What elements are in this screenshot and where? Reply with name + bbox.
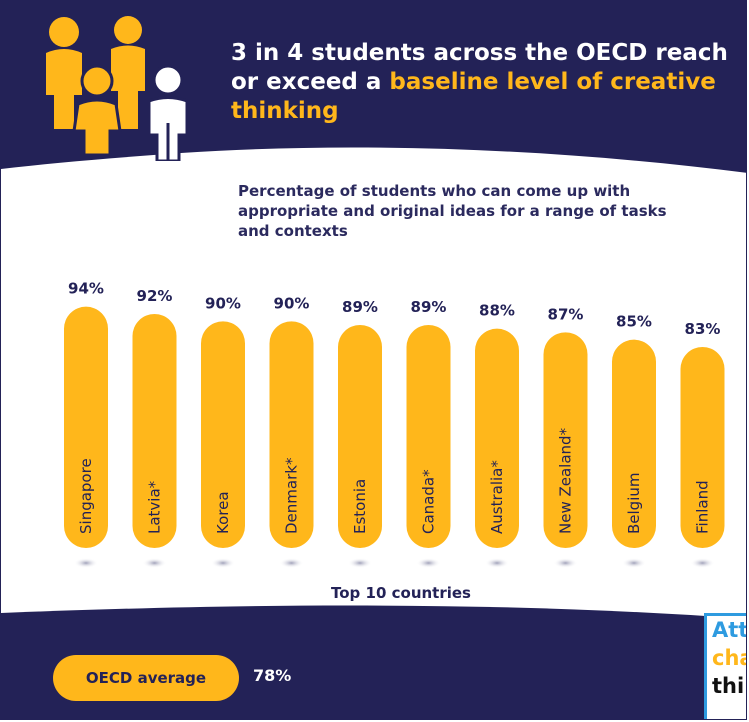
chart-section-title: Top 10 countries xyxy=(331,584,471,602)
bar-shadow xyxy=(485,558,509,568)
bar xyxy=(680,347,725,548)
headline-highlight: baseline level of creative thinking xyxy=(231,69,716,124)
bar-value-label: 83% xyxy=(685,320,721,338)
headline: 3 in 4 students across the OECD reach or… xyxy=(231,39,741,126)
bar-shadow xyxy=(348,558,372,568)
bar-shadow xyxy=(74,558,98,568)
bar-category-label: Estonia xyxy=(351,479,369,534)
bar-value-label: 92% xyxy=(137,287,173,305)
bar xyxy=(201,321,245,548)
bar-shadow xyxy=(690,558,715,568)
bar-value-label: 89% xyxy=(342,298,378,316)
bar-category-label: Latvia* xyxy=(146,480,164,534)
bar-category-label: Korea xyxy=(214,491,232,534)
bar-category-label: New Zealand* xyxy=(557,427,575,534)
bar-shadow xyxy=(622,558,646,568)
bar-value-label: 87% xyxy=(548,305,584,323)
callout-line-3: thi xyxy=(712,674,745,698)
bar-shadow xyxy=(211,558,235,568)
bar-value-label: 90% xyxy=(274,294,310,312)
chart-subtitle: Percentage of students who can come up w… xyxy=(238,182,667,240)
oecd-average-value: 78% xyxy=(253,666,292,685)
bar-value-label: 90% xyxy=(205,294,241,312)
bar xyxy=(269,321,314,548)
headline-text: 3 in 4 students across the OECD reach or… xyxy=(231,40,728,95)
callout-box: Att cha thi xyxy=(704,613,747,719)
people-group-icon xyxy=(46,16,189,161)
bar-value-label: 89% xyxy=(411,298,447,316)
bar xyxy=(406,325,451,548)
bar-category-label: Belgium xyxy=(625,473,643,535)
bar-chart: 94% Singapore 92% Latvia* 90% Korea 90% Denmark… xyxy=(64,280,725,568)
bar-value-label: 88% xyxy=(479,302,515,320)
oecd-average-label: OECD average xyxy=(53,655,239,701)
bar-shadow xyxy=(279,558,304,568)
bar-category-label: Canada* xyxy=(420,469,438,534)
bar xyxy=(132,314,177,548)
bar-category-label: Singapore xyxy=(77,458,95,534)
bar-category-label: Finland xyxy=(694,480,712,534)
bar-shadow xyxy=(142,558,167,568)
bar xyxy=(475,328,519,548)
bar xyxy=(612,339,656,548)
callout-line-2: cha xyxy=(712,646,746,670)
bar-shadow xyxy=(553,558,578,568)
bar xyxy=(338,325,382,548)
callout-line-1: Att xyxy=(712,618,747,642)
bar-category-label: Denmark* xyxy=(283,457,301,534)
bar-category-label: Australia* xyxy=(488,460,506,534)
bar-shadow xyxy=(416,558,441,568)
bar xyxy=(543,332,588,548)
bar-value-label: 94% xyxy=(68,280,104,298)
bar xyxy=(64,306,108,548)
bar-value-label: 85% xyxy=(616,313,652,331)
